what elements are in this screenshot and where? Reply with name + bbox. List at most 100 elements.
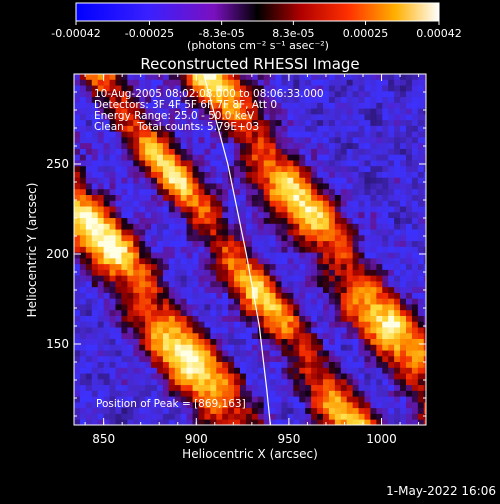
heatmap-cell — [204, 321, 211, 328]
heatmap-cell — [346, 142, 354, 149]
heatmap-cell — [240, 229, 247, 236]
heatmap-cell — [234, 211, 241, 219]
heatmap-cell — [121, 90, 128, 98]
heatmap-cell — [382, 315, 389, 322]
heatmap-cell — [340, 119, 348, 126]
heatmap-cell — [97, 332, 105, 339]
heatmap-cell — [174, 327, 182, 334]
heatmap-cell — [364, 246, 371, 253]
heatmap-cell — [162, 74, 170, 80]
heatmap-cell — [281, 269, 288, 276]
heatmap-cell — [97, 246, 105, 253]
heatmap-cell — [192, 200, 199, 207]
heatmap-cell — [281, 200, 288, 207]
heatmap-cell — [157, 361, 164, 368]
heatmap-cell — [382, 177, 389, 184]
heatmap-cell — [151, 407, 158, 414]
heatmap-cell — [85, 206, 93, 213]
heatmap-cell — [74, 419, 81, 425]
heatmap-cell — [388, 304, 395, 311]
heatmap-cell — [287, 194, 294, 201]
heatmap-cell — [287, 137, 294, 144]
heatmap-cell — [97, 160, 105, 167]
heatmap-cell — [269, 292, 276, 299]
heatmap-cell — [192, 148, 199, 155]
heatmap-cell — [109, 154, 116, 161]
heatmap-cell — [317, 378, 324, 386]
heatmap-cell — [121, 200, 128, 207]
heatmap-cell — [204, 79, 211, 86]
heatmap-cell — [157, 131, 164, 138]
heatmap-cell — [174, 269, 182, 276]
heatmap-cell — [121, 344, 128, 351]
heatmap-cell — [97, 350, 105, 357]
heatmap-cell — [251, 131, 259, 138]
heatmap-cell — [97, 217, 105, 224]
heatmap-cell — [139, 188, 146, 195]
heatmap-cell — [204, 148, 211, 155]
heatmap-cell — [222, 327, 229, 334]
heatmap-cell — [299, 177, 306, 184]
heatmap-cell — [157, 108, 164, 115]
heatmap-cell — [423, 367, 426, 374]
heatmap-cell — [322, 367, 330, 374]
heatmap-cell — [281, 378, 288, 386]
heatmap-cell — [115, 102, 122, 109]
heatmap-cell — [216, 183, 223, 190]
heatmap-cell — [240, 378, 247, 386]
heatmap-cell — [139, 200, 146, 207]
heatmap-cell — [388, 108, 395, 115]
heatmap-cell — [346, 119, 354, 126]
heatmap-cell — [234, 373, 241, 380]
heatmap-cell — [352, 142, 359, 149]
heatmap-cell — [97, 194, 105, 201]
heatmap-cell — [340, 160, 348, 167]
heatmap-cell — [145, 79, 152, 86]
heatmap-cell — [394, 229, 401, 236]
heatmap-cell — [79, 229, 87, 236]
heatmap-cell — [210, 384, 217, 391]
heatmap-cell — [121, 373, 128, 380]
heatmap-cell — [151, 85, 158, 92]
heatmap-cell — [328, 321, 336, 328]
heatmap-cell — [370, 177, 377, 184]
heatmap-cell — [91, 338, 99, 345]
heatmap-cell — [388, 183, 395, 190]
heatmap-cell — [257, 119, 265, 126]
heatmap-cell — [234, 246, 241, 253]
heatmap-cell — [340, 401, 348, 409]
heatmap-cell — [346, 309, 354, 316]
heatmap-cell — [411, 142, 419, 149]
heatmap-cell — [133, 246, 140, 253]
heatmap-cell — [139, 74, 146, 80]
heatmap-cell — [133, 200, 140, 207]
heatmap-cell — [245, 378, 253, 386]
heatmap-cell — [394, 396, 401, 403]
heatmap-cell — [145, 85, 152, 92]
heatmap-cell — [133, 165, 140, 172]
heatmap-cell — [311, 298, 318, 305]
heatmap-cell — [405, 269, 413, 276]
heatmap-cell — [400, 269, 407, 276]
heatmap-cell — [216, 396, 223, 403]
heatmap-cell — [139, 332, 146, 339]
heatmap-cell — [74, 119, 81, 126]
heatmap-cell — [139, 286, 146, 293]
heatmap-cell — [133, 154, 140, 161]
heatmap-cell — [91, 390, 99, 397]
heatmap-cell — [287, 419, 294, 425]
heatmap-cell — [394, 223, 401, 230]
heatmap-cell — [417, 211, 425, 219]
heatmap-cell — [103, 384, 110, 391]
heatmap-cell — [204, 183, 211, 190]
heatmap-cell — [388, 378, 395, 386]
heatmap-cell — [382, 125, 389, 132]
heatmap-cell — [263, 269, 271, 276]
heatmap-cell — [222, 396, 229, 403]
heatmap-cell — [186, 223, 193, 230]
heatmap-cell — [340, 200, 348, 207]
heatmap-cell — [210, 390, 217, 397]
heatmap-cell — [245, 188, 253, 195]
annotation-peak: Position of Peak = [869,163] — [96, 398, 246, 410]
heatmap-cell — [411, 217, 419, 224]
